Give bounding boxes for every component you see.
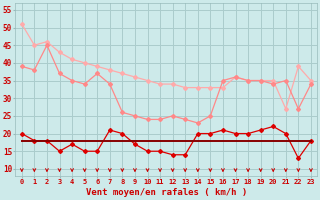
- X-axis label: Vent moyen/en rafales ( km/h ): Vent moyen/en rafales ( km/h ): [86, 188, 247, 197]
